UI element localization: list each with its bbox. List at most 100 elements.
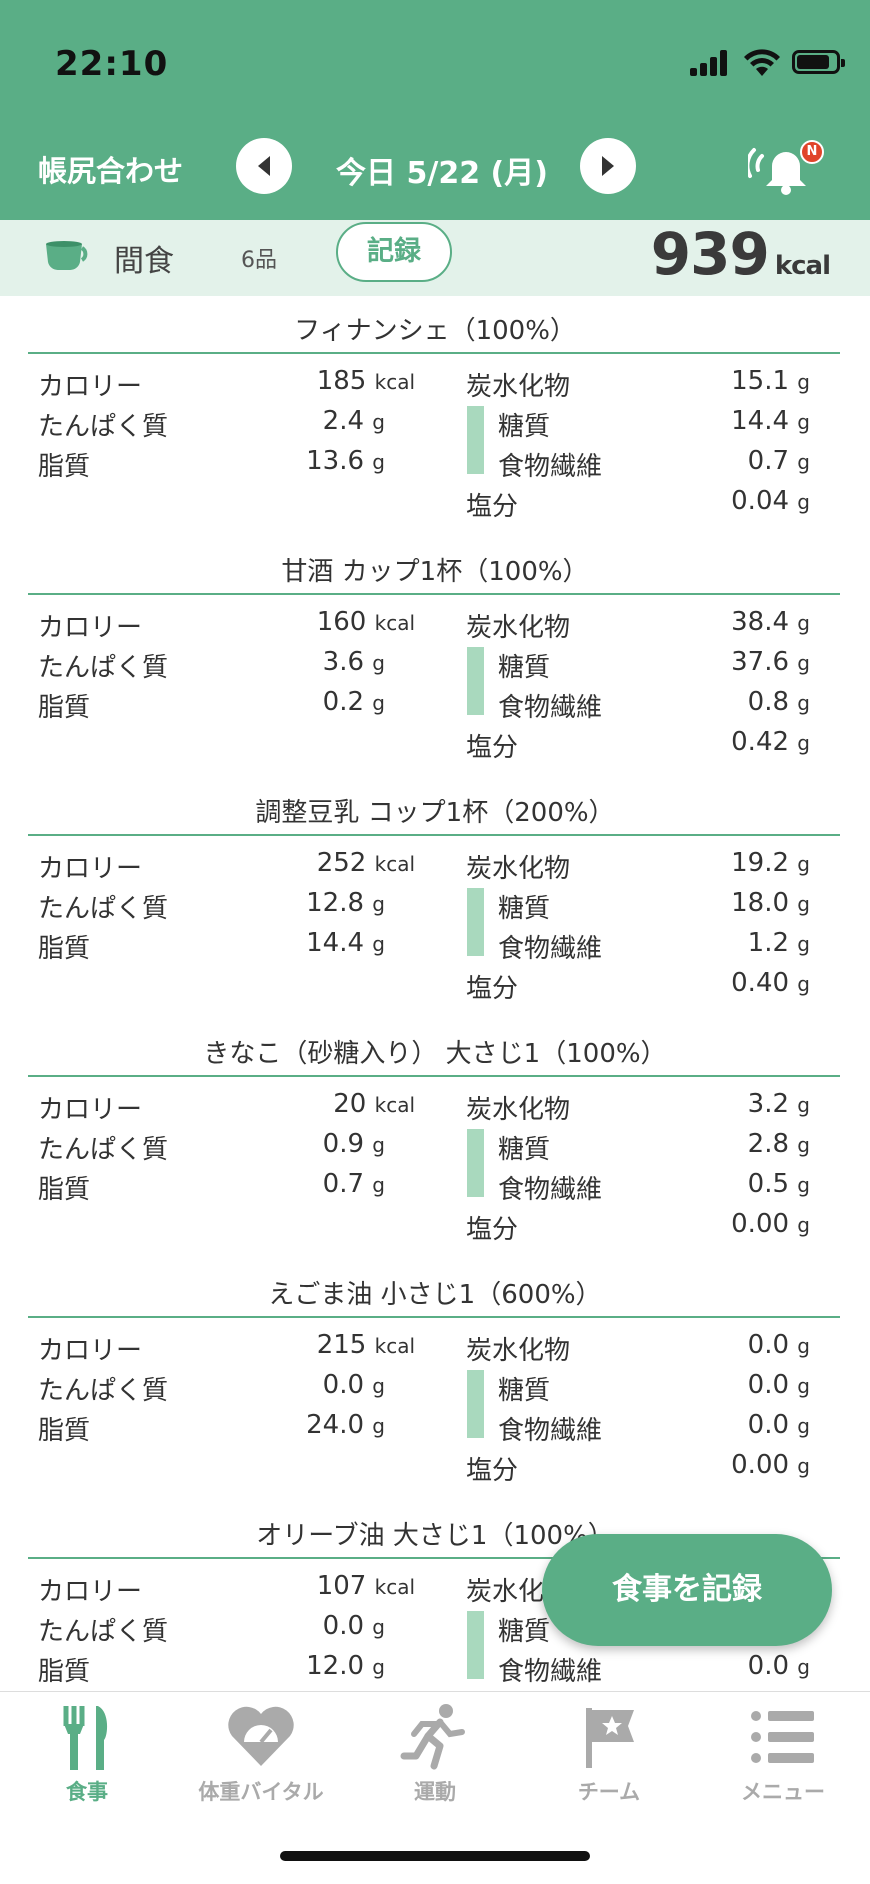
fat-label: 脂質: [38, 934, 91, 964]
food-item[interactable]: きなこ（砂糖入り） 大さじ1（100%） カロリー 20 kcal 炭水化物 3…: [0, 1019, 870, 1260]
protein-number: 12.8: [306, 888, 365, 918]
app-header: 22:10 帳尻合わせ 今日 5/22 (月) N: [0, 0, 870, 220]
carb-value: 15.1 g: [650, 366, 810, 396]
sugar-value: 0.0 g: [650, 1370, 810, 1400]
protein-label: たんぱく質: [38, 653, 169, 683]
battery-icon: [792, 50, 845, 74]
sugar-label: 糖質: [498, 1376, 551, 1406]
fiber-value: 0.5 g: [650, 1169, 810, 1199]
calorie-value: 20 kcal: [333, 1089, 415, 1119]
carb-value: 0.0 g: [650, 1330, 810, 1360]
sugar-value: 18.0 g: [650, 888, 810, 918]
tab-meal[interactable]: 食事: [0, 1692, 174, 1822]
nutrient-row: 脂質 0.7 g 食物繊維 0.5 g: [0, 1169, 870, 1205]
salt-unit: g: [797, 1213, 810, 1237]
food-item[interactable]: フィナンシェ（100%） カロリー 185 kcal 炭水化物 15.1 g た…: [0, 296, 870, 537]
salt-number: 0.00: [731, 1209, 790, 1239]
fiber-number: 1.2: [747, 928, 790, 958]
protein-value: 0.0 g: [225, 1370, 385, 1400]
carb-value: 19.2 g: [650, 848, 810, 878]
fat-number: 13.6: [306, 446, 365, 476]
heart-scale-icon: [228, 1706, 294, 1766]
fiber-number: 0.5: [747, 1169, 790, 1199]
tab-weight-vital[interactable]: 体重バイタル: [174, 1692, 348, 1822]
sugar-number: 0.0: [747, 1370, 790, 1400]
salt-unit: g: [797, 972, 810, 996]
fiber-number: 0.8: [747, 687, 790, 717]
carb-number: 38.4: [731, 607, 790, 637]
protein-unit: g: [372, 1374, 385, 1398]
sugar-number: 2.8: [747, 1129, 790, 1159]
record-meal-button[interactable]: 食事を記録: [542, 1534, 832, 1646]
cup-icon: [46, 241, 88, 271]
food-item[interactable]: オリーブ油 大さじ1（100%） カロリー 107 kcal 炭水化物 たんぱく…: [0, 1501, 870, 1691]
protein-label: たんぱく質: [38, 894, 169, 924]
cellular-signal-icon: [690, 50, 730, 76]
fiber-unit: g: [797, 1173, 810, 1197]
sugar-unit: g: [797, 410, 810, 434]
tab-meal-label: 食事: [66, 1780, 108, 1804]
tab-team[interactable]: チーム: [522, 1692, 696, 1822]
nutrient-row: 脂質 13.6 g 食物繊維 0.7 g: [0, 446, 870, 482]
calorie-value: 252 kcal: [316, 848, 415, 878]
calorie-label: カロリー: [38, 1095, 143, 1125]
carb-sub-indicator: [467, 647, 484, 715]
salt-value: 0.42 g: [650, 727, 810, 757]
sugar-value: 14.4 g: [650, 406, 810, 436]
calorie-value: 107 kcal: [316, 1571, 415, 1601]
food-item[interactable]: 甘酒 カップ1杯（100%） カロリー 160 kcal 炭水化物 38.4 g…: [0, 537, 870, 778]
fiber-unit: g: [797, 932, 810, 956]
fork-knife-icon: [63, 1706, 108, 1770]
fat-value: 24.0 g: [225, 1410, 385, 1440]
sugar-label: 糖質: [498, 653, 551, 683]
protein-value: 0.0 g: [225, 1611, 385, 1641]
fat-number: 0.2: [322, 687, 365, 717]
protein-label: たんぱく質: [38, 1135, 169, 1165]
food-item[interactable]: 調整豆乳 コップ1杯（200%） カロリー 252 kcal 炭水化物 19.2…: [0, 778, 870, 1019]
flag-icon: [586, 1708, 634, 1768]
chevron-left-icon: [258, 156, 270, 176]
food-item[interactable]: えごま油 小さじ1（600%） カロリー 215 kcal 炭水化物 0.0 g…: [0, 1260, 870, 1501]
notification-bell-icon[interactable]: [748, 136, 818, 196]
fat-label: 脂質: [38, 1416, 91, 1446]
nutrient-row: たんぱく質 0.0 g 糖質 0.0 g: [0, 1370, 870, 1406]
nutrient-row: 脂質 24.0 g 食物繊維 0.0 g: [0, 1410, 870, 1446]
record-button[interactable]: 記録: [336, 222, 452, 282]
food-list[interactable]: フィナンシェ（100%） カロリー 185 kcal 炭水化物 15.1 g た…: [0, 296, 870, 1691]
fiber-label: 食物繊維: [498, 1657, 603, 1687]
nutrient-row: たんぱく質 2.4 g 糖質 14.4 g: [0, 406, 870, 442]
fiber-unit: g: [797, 450, 810, 474]
fat-unit: g: [372, 1655, 385, 1679]
food-divider: [28, 1316, 840, 1318]
tab-menu[interactable]: メニュー: [696, 1692, 870, 1822]
fiber-label: 食物繊維: [498, 1175, 603, 1205]
salt-unit: g: [797, 731, 810, 755]
carb-unit: g: [797, 852, 810, 876]
sugar-number: 18.0: [731, 888, 790, 918]
protein-number: 0.0: [322, 1611, 365, 1641]
next-day-button[interactable]: [580, 138, 636, 194]
previous-day-button[interactable]: [236, 138, 292, 194]
meal-item-count: 6品: [241, 248, 277, 273]
food-divider: [28, 593, 840, 595]
protein-value: 0.9 g: [225, 1129, 385, 1159]
salt-number: 0.04: [731, 486, 790, 516]
nutrient-row: 塩分 0.00 g: [0, 1209, 870, 1245]
protein-unit: g: [372, 892, 385, 916]
meal-name: 間食: [114, 244, 174, 279]
fat-unit: g: [372, 450, 385, 474]
food-title: きなこ（砂糖入り） 大さじ1（100%）: [203, 1039, 667, 1069]
fiber-value: 1.2 g: [650, 928, 810, 958]
fat-number: 0.7: [322, 1169, 365, 1199]
calorie-label: カロリー: [38, 372, 143, 402]
calorie-value: 185 kcal: [316, 366, 415, 396]
protein-unit: g: [372, 1615, 385, 1639]
sugar-value: 2.8 g: [650, 1129, 810, 1159]
chevron-right-icon: [602, 156, 614, 176]
nutrient-row: 塩分 0.42 g: [0, 727, 870, 763]
sugar-label: 糖質: [498, 412, 551, 442]
nutrient-row: たんぱく質 12.8 g 糖質 18.0 g: [0, 888, 870, 924]
salt-label: 塩分: [466, 733, 519, 763]
calorie-label: カロリー: [38, 1577, 143, 1607]
tab-exercise[interactable]: 運動: [348, 1692, 522, 1822]
